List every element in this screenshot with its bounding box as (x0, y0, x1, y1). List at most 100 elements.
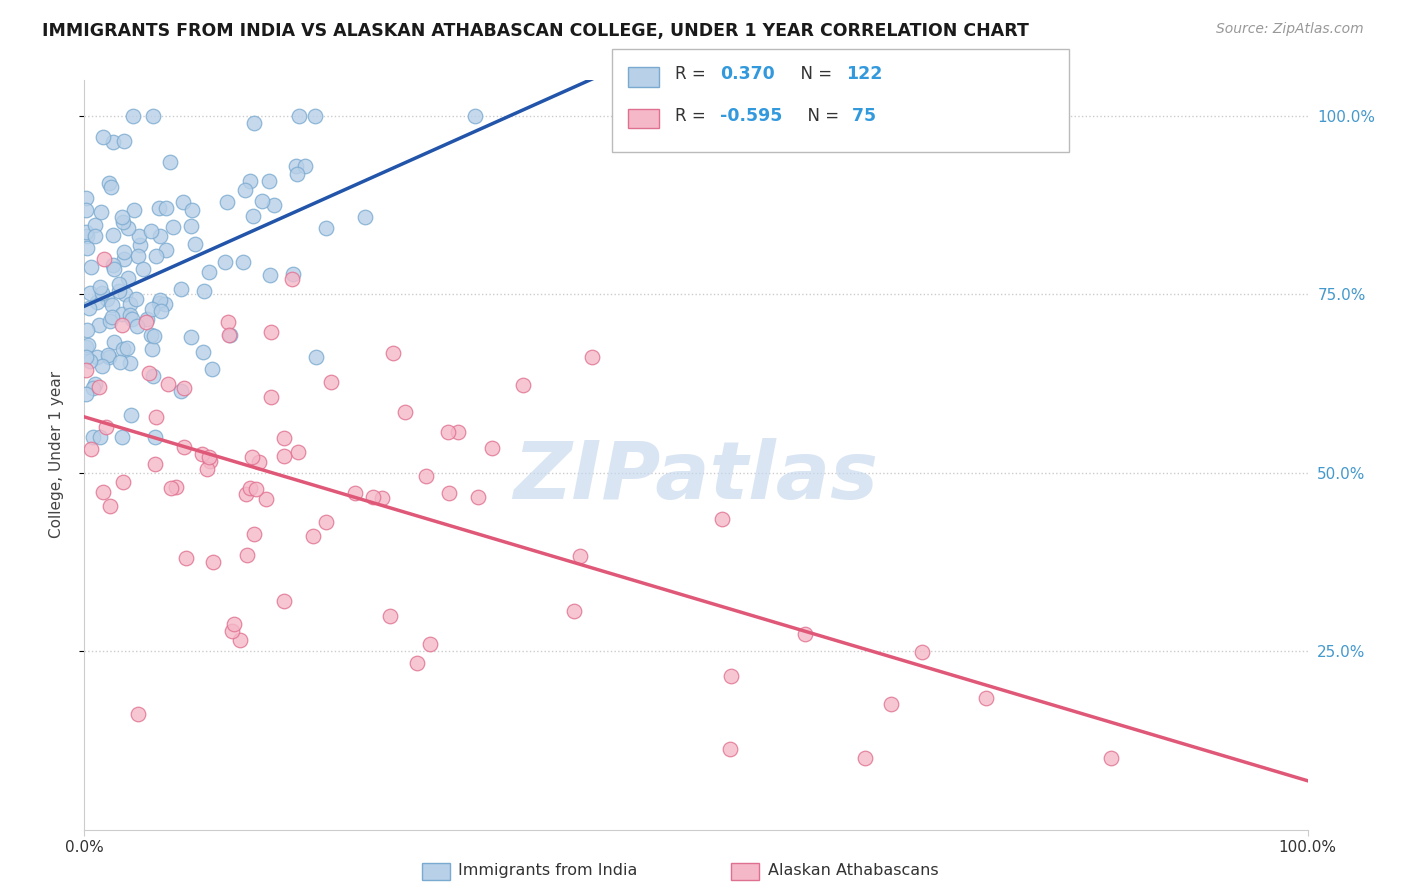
Point (98, 176, 121, 190)
Point (117, 221, 139, 235)
Point (112, 134, 135, 148)
Point (371, 491, 394, 505)
Point (793, 627, 815, 641)
Point (974, 690, 997, 705)
Point (143, 457, 166, 471)
Point (232, 255, 254, 269)
Point (145, 249, 167, 263)
Point (129, 237, 152, 252)
Point (294, 160, 316, 174)
Point (302, 528, 325, 542)
Point (157, 377, 180, 392)
Point (122, 202, 145, 217)
Point (93, 252, 115, 266)
Text: R =: R = (675, 107, 711, 125)
Text: 122: 122 (846, 65, 883, 83)
Point (467, 491, 489, 505)
Point (853, 751, 876, 765)
Point (219, 328, 242, 343)
Point (84, 218, 107, 232)
Point (257, 174, 280, 188)
Point (138, 366, 160, 380)
Point (89, 430, 111, 444)
Point (118, 356, 141, 370)
Point (107, 284, 129, 298)
Point (447, 425, 470, 439)
Point (84, 376, 107, 391)
Point (285, 167, 308, 181)
Point (127, 706, 149, 721)
Point (108, 277, 131, 291)
Point (260, 326, 283, 340)
Point (247, 455, 270, 469)
Point (179, 329, 201, 343)
Point (281, 272, 304, 286)
Point (90, 204, 112, 219)
Point (321, 375, 343, 389)
Point (100, 298, 122, 312)
Point (121, 312, 143, 326)
Point (344, 486, 367, 500)
Point (149, 303, 172, 318)
Point (75, 362, 97, 376)
Point (141, 343, 163, 357)
Point (135, 312, 157, 326)
Point (184, 237, 207, 252)
Point (243, 527, 266, 541)
Point (235, 548, 257, 562)
Point (191, 345, 214, 359)
Point (214, 255, 236, 269)
Point (118, 308, 141, 322)
Point (90, 286, 112, 301)
Point (101, 258, 124, 272)
Point (437, 425, 460, 439)
Text: Alaskan Athabascans: Alaskan Athabascans (768, 863, 938, 878)
Point (82, 430, 104, 444)
Point (222, 616, 245, 631)
Point (217, 195, 239, 210)
Point (75, 203, 97, 218)
Point (243, 115, 266, 129)
Point (260, 390, 283, 404)
Point (305, 350, 328, 364)
Point (415, 469, 437, 483)
Point (75, 226, 97, 240)
Point (143, 430, 166, 444)
Point (201, 362, 224, 376)
Point (153, 297, 176, 311)
Point (361, 490, 384, 504)
Point (288, 109, 311, 123)
Point (281, 267, 304, 281)
Point (481, 441, 503, 455)
Point (221, 624, 243, 638)
Point (120, 408, 142, 422)
Point (304, 109, 326, 123)
Point (880, 698, 903, 712)
Text: 75: 75 (846, 107, 876, 125)
Point (128, 229, 150, 244)
Point (91, 484, 114, 499)
Point (103, 135, 125, 149)
Point (148, 201, 170, 215)
Point (89, 280, 111, 294)
Point (1099, 751, 1122, 765)
Point (233, 183, 256, 197)
Point (569, 549, 592, 564)
Point (149, 229, 172, 244)
Point (239, 174, 262, 188)
Text: Immigrants from India: Immigrants from India (458, 863, 638, 878)
Point (710, 512, 733, 526)
Point (87, 318, 110, 332)
Point (193, 284, 215, 298)
Point (122, 109, 145, 123)
Point (103, 334, 125, 349)
Point (285, 160, 308, 174)
Point (394, 405, 416, 419)
Point (382, 346, 405, 360)
Point (562, 604, 585, 618)
Point (273, 593, 295, 607)
Point (170, 384, 193, 398)
Point (111, 475, 134, 489)
Text: -0.595: -0.595 (720, 107, 782, 125)
Point (464, 109, 486, 123)
